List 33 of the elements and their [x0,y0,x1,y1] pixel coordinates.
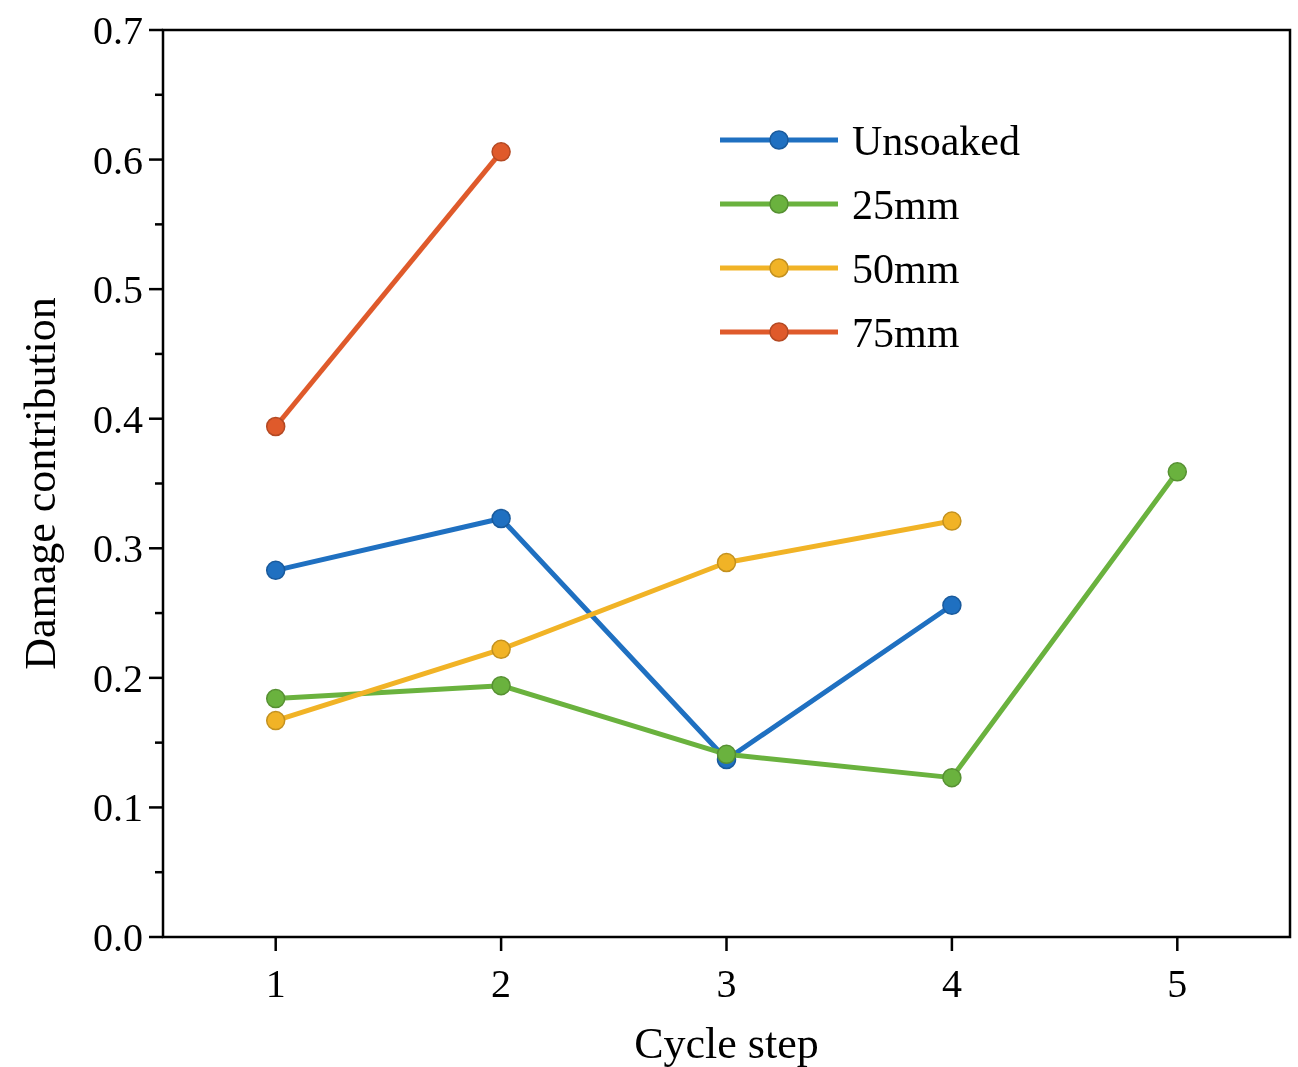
x-tick-label: 5 [1167,961,1188,1006]
x-tick-label: 3 [716,961,737,1006]
legend-label: 50mm [852,245,960,292]
point [942,767,962,788]
x-tick-label: 4 [941,961,962,1006]
point [265,710,286,731]
point [491,142,511,162]
x-tick-label: 2 [491,961,512,1006]
y-tick-label: 0.3 [93,526,143,572]
y-tick-label: 0.7 [93,8,143,53]
x-tick-label: 1 [265,961,286,1006]
point [942,511,962,531]
point [942,595,962,616]
point [491,508,511,529]
legend-label: 75mm [852,309,960,356]
point [716,744,737,765]
y-tick-label: 0.4 [93,396,143,442]
y-tick-label: 0.6 [93,137,143,183]
point [1167,462,1188,482]
y-tick-label: 0.5 [93,267,143,313]
y-tick-label: 0.2 [93,655,143,701]
y-tick-label: 0.0 [93,915,143,960]
point [491,675,511,696]
point [265,560,286,581]
legend-label: 25mm [852,181,960,228]
point [491,639,511,660]
legend-label: Unsoaked [852,117,1020,164]
x-axis-title: Cycle step [634,1019,819,1067]
point [716,552,737,573]
y-axis-title: Damage contribution [16,297,65,670]
y-tick-label: 0.1 [93,785,143,831]
point [265,416,286,437]
point [265,688,286,709]
